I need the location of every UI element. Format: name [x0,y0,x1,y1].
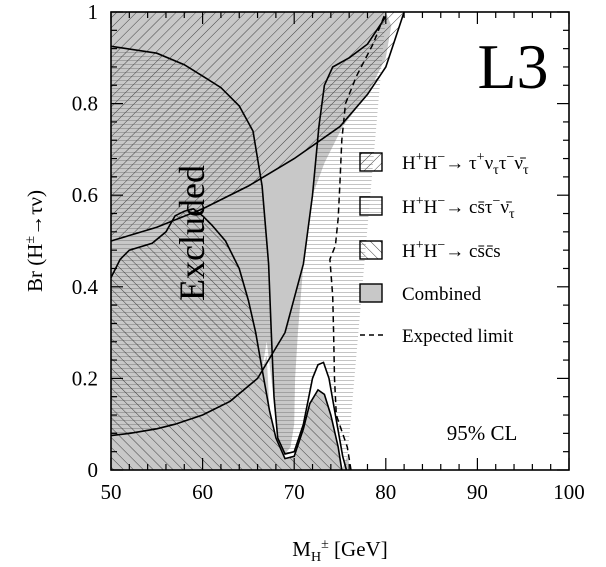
y-tick-label: 0 [88,458,99,482]
legend-swatch-combined [359,283,383,303]
y-tick-label: 1 [88,0,99,24]
y-tick-label: 0.4 [72,275,99,299]
confidence-level-label: 95% CL [447,421,518,445]
axis-tick-labels: 50 60 70 80 90 100 0 0.2 0.4 0.6 0.8 1 [72,0,585,504]
plot-frame [110,11,570,471]
legend-swatch-cscs [359,240,383,260]
x-tick-label: 50 [101,480,122,504]
axis-ticks [110,11,570,471]
legend-label-cstau: H+H−→ cs̄τ−ν̄τ [402,194,515,222]
y-tick-label: 0.2 [72,366,98,390]
x-tick-label: 60 [192,480,213,504]
cscs-region [111,208,342,470]
excluded-label: Excluded [172,165,212,301]
x-tick-label: 80 [375,480,396,504]
x-axis-title: MH± [GeV] [292,537,387,565]
plot-areas [111,12,405,470]
legend: H+H−→ τ+νττ−ν̄τ H+H−→ cs̄τ−ν̄τ H+H−→ cs̄… [359,150,529,347]
cstau-lower-boundary-line [110,16,387,437]
legend-swatch-cstau [359,196,383,216]
cscs-boundary-line [110,208,343,471]
legend-label-cscs: H+H−→ cs̄c̄s [402,238,501,262]
legend-label-expected: Expected limit [402,326,514,347]
cstau-upper-boundary-line [110,45,348,471]
y-axis-title: Br (H±→τν) [23,190,47,292]
x-tick-label: 70 [284,480,305,504]
x-tick-label: 100 [553,480,585,504]
legend-swatch-tautau [359,152,383,172]
plot-lines [110,11,405,471]
legend-label-combined: Combined [402,284,482,305]
y-tick-label: 0.6 [72,183,98,207]
experiment-label: L3 [477,31,548,102]
legend-label-tautau: H+H−→ τ+νττ−ν̄τ [402,150,529,178]
x-tick-label: 90 [467,480,488,504]
y-tick-label: 0.8 [72,92,98,116]
